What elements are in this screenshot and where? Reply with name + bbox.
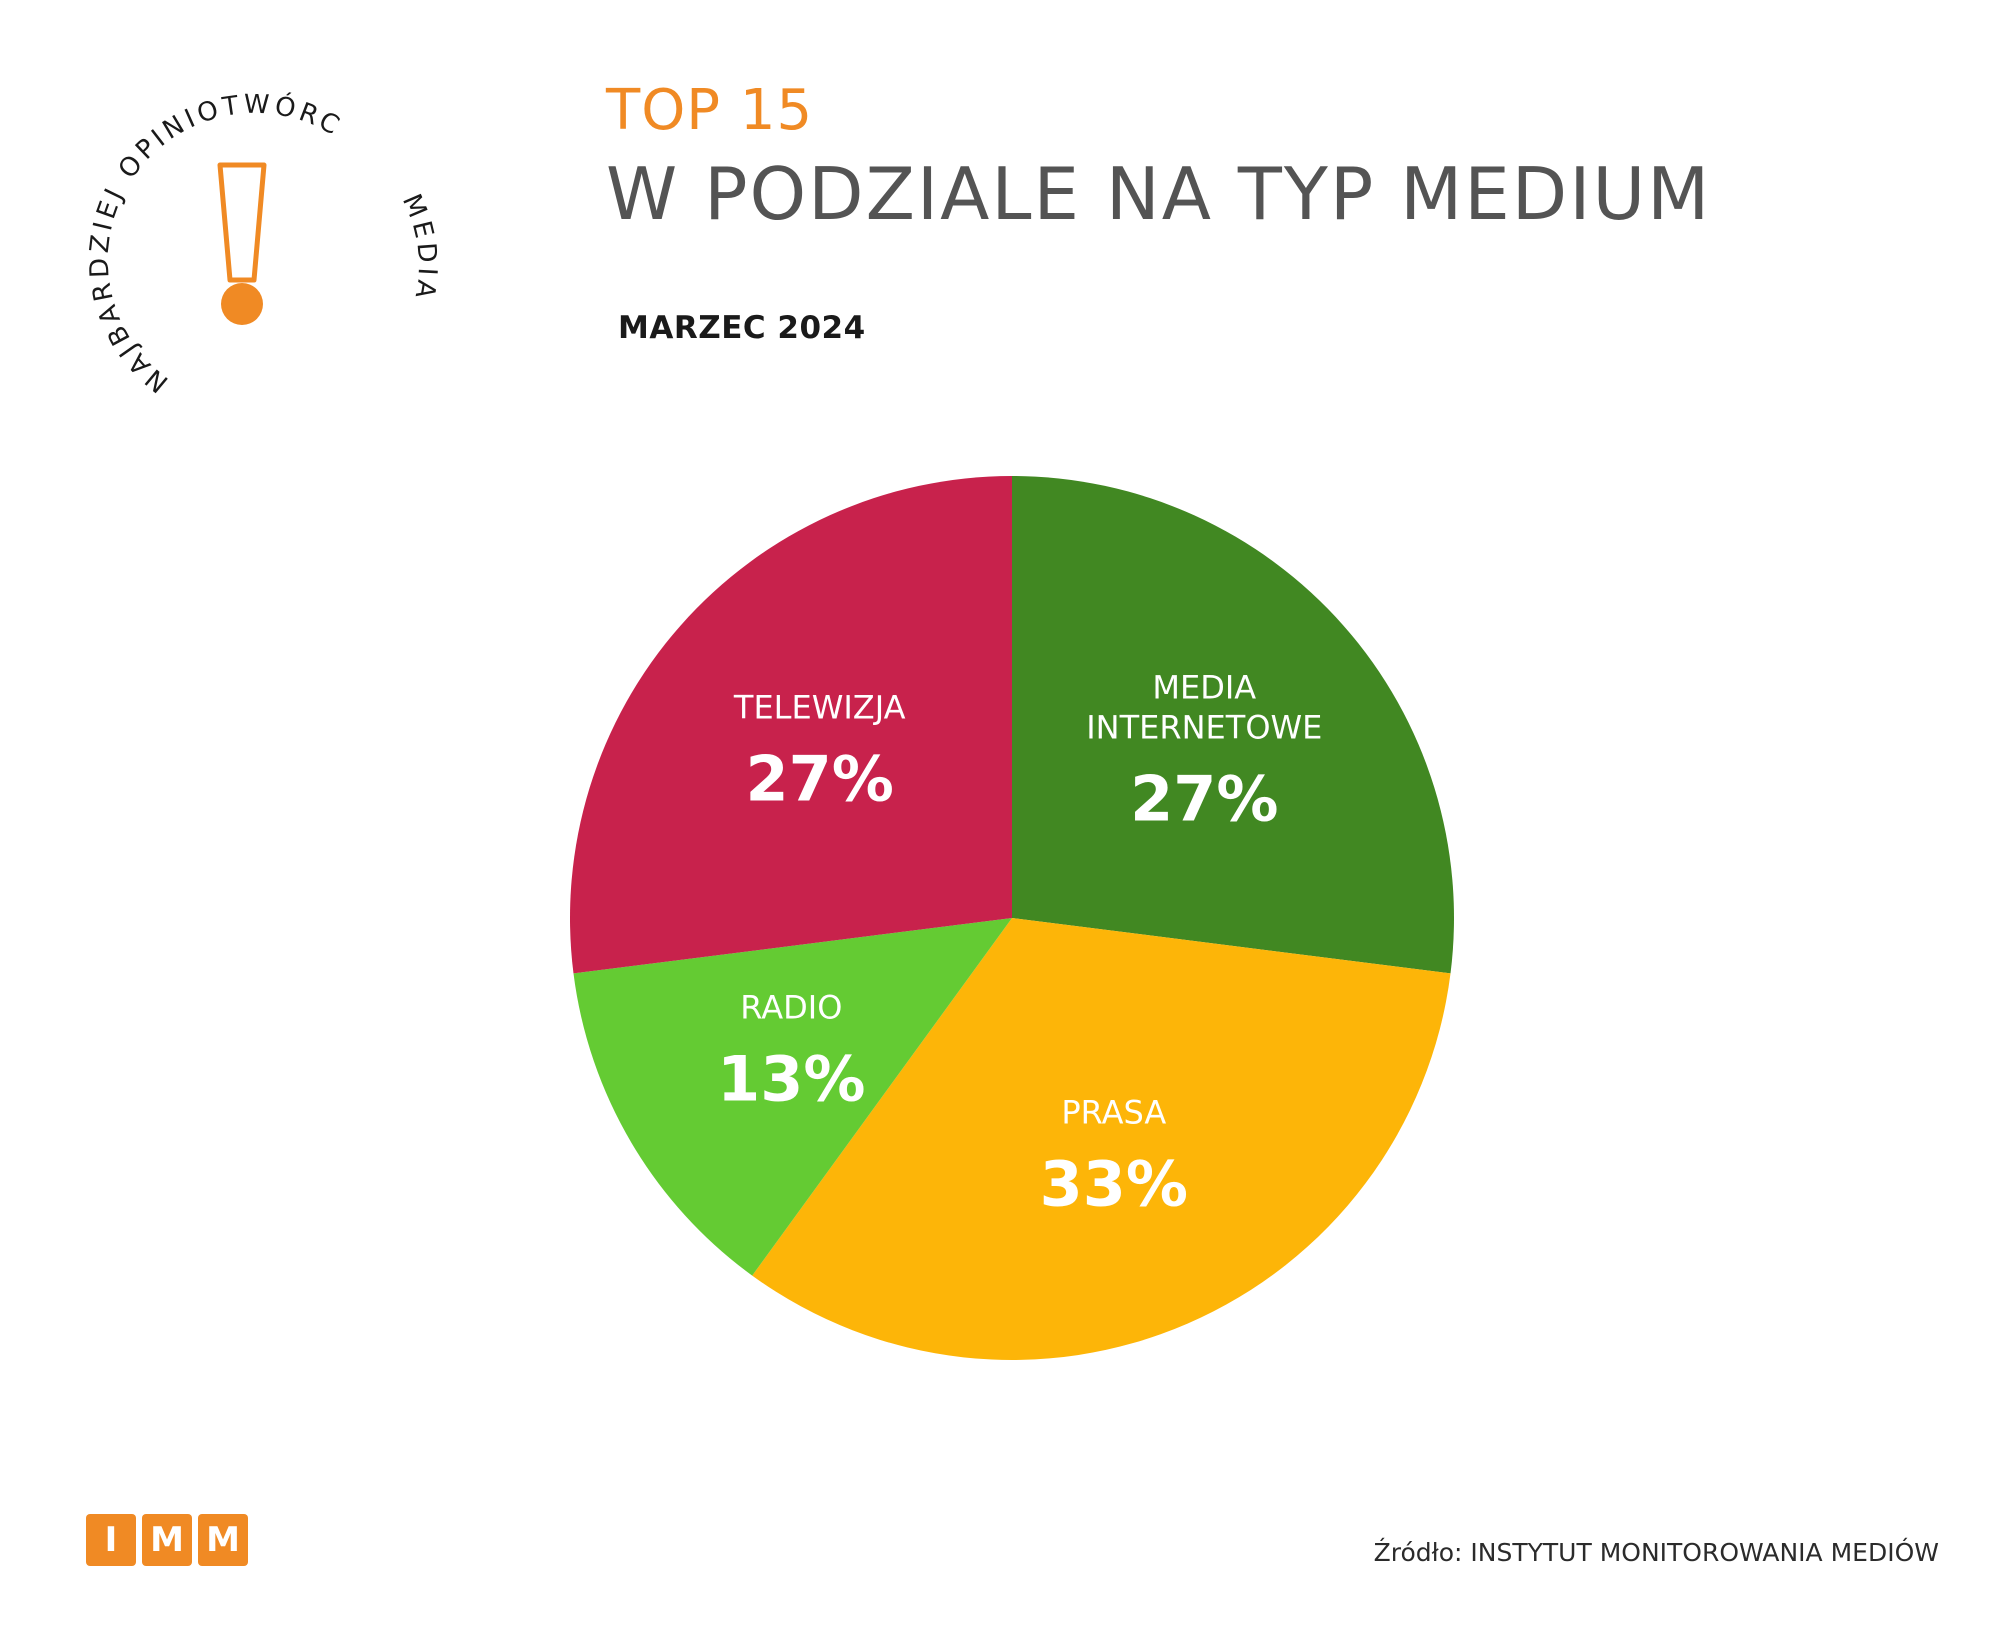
pie-slice bbox=[573, 918, 1012, 1276]
logo-letter: M bbox=[142, 1514, 192, 1566]
badge-logo: NAJBARDZIEJ OPINIOTWÓRCZE MEDIA bbox=[40, 80, 438, 398]
slice-value-label: 13% bbox=[717, 1042, 865, 1115]
slice-value-label: 33% bbox=[1040, 1147, 1188, 1220]
slice-label: MEDIA bbox=[1152, 668, 1256, 706]
chart-subtitle: MARZEC 2024 bbox=[618, 310, 866, 346]
slice-label: INTERNETOWE bbox=[1086, 708, 1322, 746]
pie-slice bbox=[1012, 476, 1455, 974]
chart-kicker: TOP 15 bbox=[606, 78, 814, 143]
slice-value-label: 27% bbox=[1130, 762, 1278, 835]
slice-label: TELEWIZJA bbox=[733, 688, 906, 726]
exclamation-icon bbox=[217, 162, 267, 325]
logo-letter: M bbox=[198, 1514, 248, 1566]
chart-title: W PODZIALE NA TYP MEDIUM bbox=[606, 152, 1712, 236]
pie-slice bbox=[752, 918, 1451, 1361]
pie-slice bbox=[570, 476, 1012, 974]
imm-logo: I M M bbox=[86, 1514, 248, 1566]
logo-letter: I bbox=[86, 1514, 136, 1566]
slice-label: RADIO bbox=[740, 988, 842, 1026]
slice-value-label: 27% bbox=[745, 742, 893, 815]
slice-label: PRASA bbox=[1061, 1093, 1166, 1131]
source-note: Źródło: INSTYTUT MONITOROWANIA MEDIÓW bbox=[1373, 1538, 1939, 1567]
